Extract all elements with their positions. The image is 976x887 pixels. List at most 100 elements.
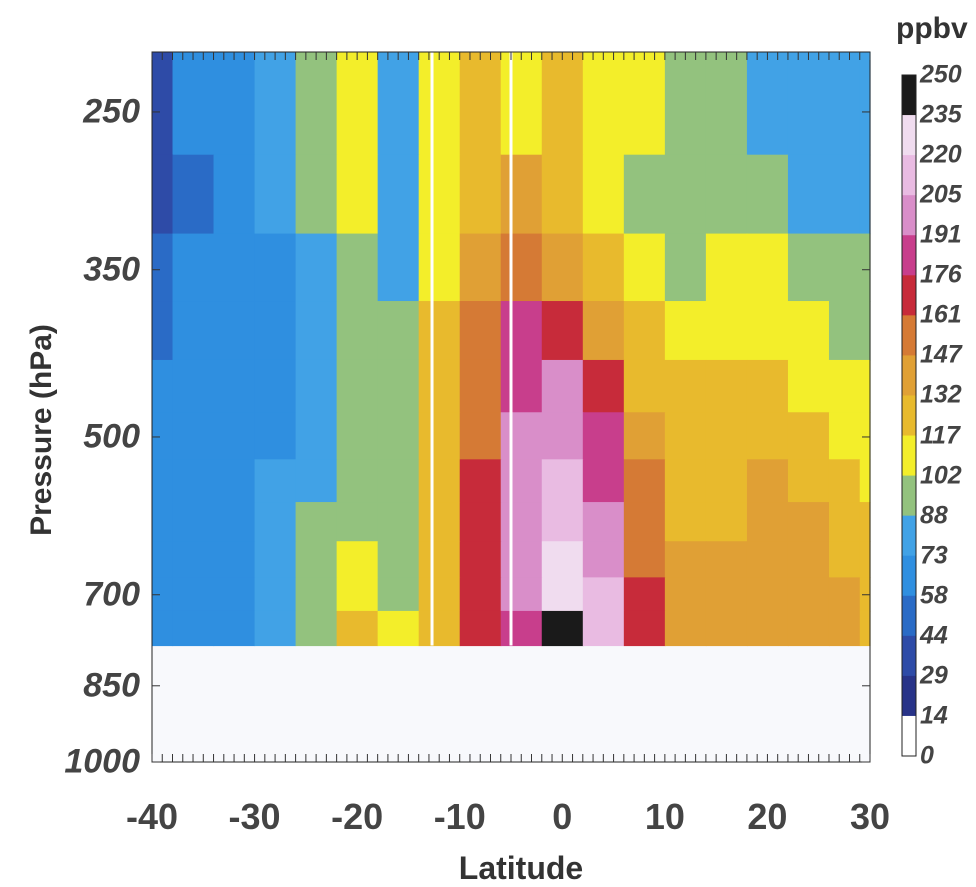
heatmap-cell: [859, 52, 871, 156]
heatmap-cell: [746, 301, 789, 361]
colorbar-segment: [902, 75, 916, 116]
heatmap-cell: [787, 541, 830, 578]
heatmap-cell: [664, 459, 707, 503]
heatmap-cell: [418, 412, 461, 460]
heatmap-cell: [746, 502, 789, 542]
heatmap-cell: [541, 610, 584, 647]
heatmap-cell: [377, 412, 420, 460]
heatmap-cell: [295, 577, 338, 612]
heatmap-cell: [152, 412, 174, 460]
heatmap-cell: [859, 233, 871, 302]
heatmap-cell: [377, 502, 420, 542]
heatmap-cell: [500, 459, 543, 503]
heatmap-cell: [336, 359, 379, 413]
heatmap-cell: [582, 52, 625, 156]
heatmap-cell: [541, 359, 584, 413]
heatmap-cell: [418, 610, 461, 647]
heatmap-cell: [746, 459, 789, 503]
heatmap-cell: [623, 502, 666, 542]
heatmap-cell: [787, 154, 830, 235]
heatmap-cell: [828, 541, 861, 578]
heatmap-cell: [459, 610, 502, 647]
heatmap-cell: [336, 610, 379, 647]
colorbar-segment: [902, 635, 916, 677]
heatmap-cell: [459, 459, 502, 503]
heatmap-cell: [623, 359, 666, 413]
heatmap-cell: [705, 502, 748, 542]
heatmap-cell: [500, 541, 543, 578]
heatmap-cell: [828, 52, 861, 156]
colorbar-segment: [902, 515, 916, 557]
heatmap-cell: [828, 233, 861, 302]
heatmap-cell: [787, 577, 830, 612]
colorbar-segment: [902, 355, 916, 396]
x-axis-label: Latitude: [458, 850, 584, 886]
heatmap-cell: [541, 301, 584, 361]
heatmap-cell: [377, 541, 420, 578]
heatmap-cell: [418, 154, 461, 235]
colorbar-segment: [902, 675, 916, 717]
heatmap-cell: [254, 459, 297, 503]
colorbar-segment: [902, 275, 916, 316]
heatmap-cell: [705, 577, 748, 612]
heatmap-cell: [418, 359, 461, 413]
colorbar-segment: [902, 155, 916, 196]
heatmap-cell: [172, 301, 215, 361]
heatmap-cell: [705, 412, 748, 460]
heatmap-cell: [377, 52, 420, 156]
heatmap-cell: [152, 154, 174, 235]
y-axis-label: Pressure (hPa): [25, 324, 58, 536]
colorbar-segment: [902, 195, 916, 236]
heatmap-cell: [582, 233, 625, 302]
heatmap-cell: [582, 577, 625, 612]
heatmap-cell: [213, 459, 256, 503]
colorbar-tick-label: 191: [920, 220, 962, 249]
heatmap-cell: [582, 541, 625, 578]
heatmap-cell: [459, 541, 502, 578]
heatmap-cell: [541, 412, 584, 460]
colorbar-tick-label: 117: [920, 421, 960, 450]
heatmap-cell: [254, 154, 297, 235]
heatmap-cell: [152, 52, 174, 156]
heatmap-cell: [623, 154, 666, 235]
heatmap-cell: [582, 459, 625, 503]
heatmap-cell: [582, 610, 625, 647]
heatmap-cell: [623, 301, 666, 361]
heatmap-cell: [859, 459, 871, 503]
colorbar-tick-label: 161: [920, 300, 962, 329]
heatmap-cell: [295, 233, 338, 302]
heatmap-cell: [213, 301, 256, 361]
heatmap-cell: [787, 610, 830, 647]
colorbar-tick-label: 176: [920, 260, 962, 289]
heatmap-cell: [582, 412, 625, 460]
heatmap-cell: [828, 301, 861, 361]
heatmap-cell: [152, 359, 174, 413]
heatmap-cell: [336, 459, 379, 503]
heatmap-cell: [336, 412, 379, 460]
colorbar-segment: [902, 715, 916, 757]
heatmap-cell: [172, 154, 215, 235]
colorbar-tick-label: 147: [920, 340, 962, 369]
x-tick-label: -30: [228, 796, 281, 837]
heatmap-cell: [213, 233, 256, 302]
colorbar-tick-label: 235: [920, 100, 962, 129]
heatmap-cell: [459, 301, 502, 361]
colorbar-tick-label: 205: [920, 180, 962, 209]
heatmap-cell: [377, 359, 420, 413]
x-tick-label: -20: [331, 796, 384, 837]
heatmap-cell: [746, 154, 789, 235]
heatmap-cell: [746, 52, 789, 156]
y-tick-label: 350: [83, 250, 140, 289]
heatmap-cell: [582, 154, 625, 235]
heatmap-cell: [541, 541, 584, 578]
heatmap-cell: [623, 610, 666, 647]
heatmap-cell: [623, 412, 666, 460]
colorbar-tick-label: 132: [920, 380, 962, 409]
heatmap-cell: [459, 502, 502, 542]
heatmap-cell: [295, 154, 338, 235]
heatmap-cell: [254, 233, 297, 302]
heatmap-cell: [859, 541, 871, 578]
y-tick-label: 250: [83, 92, 140, 131]
colorbar-segment: [902, 555, 916, 597]
